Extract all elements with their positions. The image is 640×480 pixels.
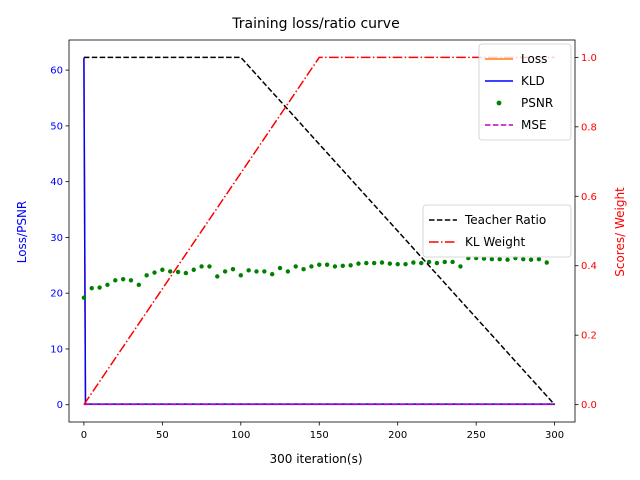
y-right-tick-label: 0.0	[581, 400, 597, 411]
psnr-point	[489, 256, 495, 262]
psnr-point	[293, 264, 298, 269]
plot-frame	[68, 39, 576, 423]
plot-area: 0 50 100 150 200 250 300 0 10 20 30 40 50 60 0.0 0.2 0.4…	[50, 39, 597, 441]
legend-lower: Teacher Ratio KL Weight	[422, 204, 572, 258]
psnr-point	[340, 263, 345, 269]
psnr-point	[450, 259, 455, 265]
chart-title: Training loss/ratio curve	[231, 16, 399, 32]
psnr-point	[403, 261, 408, 267]
legend-label-loss: Loss	[521, 52, 547, 66]
psnr-point	[521, 256, 526, 262]
psnr-point	[544, 260, 549, 265]
psnr-point	[207, 264, 212, 269]
x-tick-label: 200	[388, 430, 407, 441]
x-axis-label: 300 iteration(s)	[269, 452, 362, 466]
y-axis-left-label: Loss/PSNR	[15, 201, 29, 264]
psnr-point	[411, 260, 416, 265]
legend-label-kl-weight: KL Weight	[465, 235, 525, 249]
psnr-point	[230, 267, 236, 272]
x-tick-label: 250	[467, 430, 486, 441]
psnr-point	[183, 270, 189, 276]
psnr-point	[215, 274, 220, 279]
psnr-point	[168, 269, 173, 274]
psnr-point	[199, 264, 204, 269]
psnr-point	[285, 269, 291, 274]
psnr-point	[113, 278, 118, 283]
psnr-point	[97, 285, 102, 290]
legend-upper: Loss KLD PSNR MSE	[478, 43, 572, 141]
psnr-point	[222, 269, 228, 274]
psnr-point	[348, 263, 353, 268]
legend-box	[478, 43, 572, 141]
psnr-point	[120, 277, 126, 282]
psnr-point	[254, 269, 259, 274]
y-left-tick-label: 0	[57, 400, 63, 411]
psnr-point	[442, 259, 447, 265]
psnr-point	[105, 282, 110, 288]
legend-label-teacher-ratio: Teacher Ratio	[464, 213, 546, 227]
y-axis-right-label: Scores/ Weight	[613, 187, 627, 277]
psnr-point	[191, 267, 196, 272]
psnr-point	[434, 260, 440, 266]
y-right-tick-label: 0.4	[581, 261, 597, 272]
psnr-point	[277, 265, 283, 271]
psnr-point	[269, 272, 275, 277]
psnr-point	[238, 273, 244, 278]
y-right-tick-label: 0.6	[581, 192, 597, 203]
psnr-point	[136, 282, 142, 288]
psnr-point	[458, 264, 463, 269]
x-tick-label: 100	[231, 430, 250, 441]
psnr-point	[536, 256, 542, 262]
psnr-point	[81, 295, 87, 300]
y-left-tick-label: 40	[50, 177, 63, 188]
y-right-tick-label: 0.8	[581, 122, 597, 133]
psnr-point	[356, 261, 361, 266]
psnr-point	[332, 264, 338, 269]
y-left-tick-label: 50	[50, 121, 63, 132]
psnr-point	[89, 285, 94, 291]
psnr-point	[505, 257, 510, 262]
legend-marker-psnr	[496, 100, 502, 106]
psnr-point	[395, 261, 400, 267]
psnr-point	[426, 259, 432, 265]
psnr-point	[419, 260, 424, 266]
x-tick-label: 150	[310, 430, 329, 441]
psnr-point	[324, 262, 330, 267]
psnr-point	[371, 260, 377, 266]
legend-label-mse: MSE	[521, 118, 547, 132]
legend-label-psnr: PSNR	[521, 96, 553, 110]
y-left-tick-label: 20	[50, 289, 63, 300]
psnr-point	[497, 256, 502, 262]
psnr-point	[175, 269, 181, 275]
psnr-point	[262, 269, 267, 274]
psnr-point	[160, 267, 165, 272]
legend-label-kld: KLD	[521, 74, 545, 88]
y-left-tick-label: 30	[50, 233, 63, 244]
psnr-point	[301, 267, 306, 272]
y-right-tick-label: 0.2	[581, 331, 597, 342]
psnr-point	[128, 278, 134, 283]
x-tick-label: 300	[545, 430, 564, 441]
teacher-ratio-line	[83, 56, 556, 406]
psnr-point	[481, 256, 487, 261]
y-right-tick-label: 1.0	[581, 53, 597, 64]
psnr-point	[246, 268, 251, 273]
psnr-point	[152, 270, 157, 275]
psnr-point	[309, 264, 314, 269]
psnr-point	[364, 260, 369, 266]
psnr-point	[379, 260, 385, 265]
psnr-point	[387, 261, 393, 266]
kl-weight-line	[83, 56, 555, 406]
x-tick-label: 0	[81, 430, 87, 441]
legend-box	[422, 204, 572, 258]
y-left-tick-label: 60	[50, 66, 63, 77]
psnr-point	[528, 257, 534, 262]
psnr-point	[317, 262, 322, 267]
psnr-series	[81, 255, 549, 300]
y-left-tick-label: 10	[50, 344, 63, 355]
psnr-point	[144, 273, 149, 278]
x-tick-label: 50	[156, 430, 169, 441]
